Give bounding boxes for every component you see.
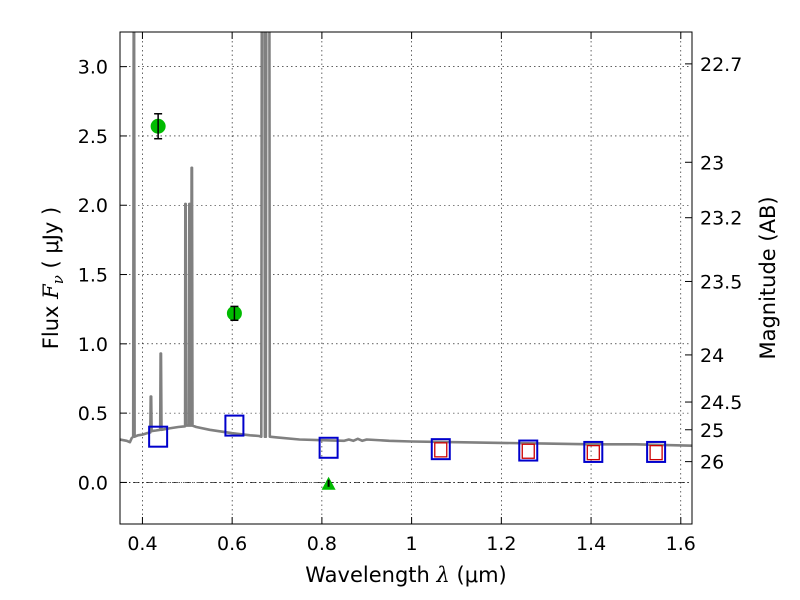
- x-tick-label: 0.6: [217, 533, 247, 555]
- x-tick-label: 0.8: [307, 533, 337, 555]
- y-tick-label: 1.5: [78, 265, 108, 287]
- x-axis-label-text: Wavelength: [305, 563, 430, 587]
- x-tick-label: 1.6: [666, 533, 696, 555]
- ticks: [120, 32, 692, 524]
- x-tick-label: 1.2: [486, 533, 516, 555]
- tick-labels: 0.4 0.6 0.8 1 1.2 1.4 1.6 0.0 0.5 1.0 1.5 2.0 2.5 3.0…: [78, 54, 743, 555]
- y-axis-symbol: F: [39, 283, 63, 300]
- filter-photometry-square: [521, 443, 535, 459]
- filter-photometry-square: [434, 442, 448, 458]
- y-axis-label-text: Flux: [39, 306, 63, 350]
- filter-photometry-square: [586, 444, 600, 461]
- model-photometry-square: [224, 414, 245, 437]
- x-axis-unit: (μm): [457, 563, 507, 587]
- x-tick-label: 1.4: [576, 533, 606, 555]
- model-photometry-square: [646, 440, 667, 463]
- magnitude-tick-label: 25: [700, 420, 724, 442]
- y-tick-label: 2.0: [78, 195, 108, 217]
- y-axis-label: Flux Fν ( μJy ): [39, 207, 67, 349]
- y-tick-label: 0.5: [78, 403, 108, 425]
- model-photometry-square: [518, 439, 539, 462]
- magnitude-tick-label: 26: [700, 452, 724, 474]
- x-tick-label: 0.4: [127, 533, 157, 555]
- model-photometry-square: [148, 425, 169, 448]
- model-photometry-square: [318, 436, 339, 459]
- y-axis-unit: ( μJy ): [39, 207, 63, 269]
- magnitude-tick-label: 24.5: [700, 392, 742, 414]
- model-photometry-square: [430, 438, 451, 461]
- y-tick-label: 2.5: [78, 126, 108, 148]
- magnitude-tick-label: 23.2: [700, 208, 742, 230]
- plot-frame: [119, 31, 693, 525]
- y-tick-label: 0.0: [78, 472, 108, 494]
- magnitude-tick-label: 23: [700, 152, 724, 174]
- y-tick-label: 3.0: [78, 57, 108, 79]
- magnitude-tick-label: 23.5: [700, 271, 742, 293]
- magnitude-tick-label: 24: [700, 345, 724, 367]
- x-axis-symbol: λ: [436, 563, 450, 587]
- filter-photometry-square: [649, 444, 663, 461]
- magnitude-tick-label: 22.7: [700, 54, 742, 76]
- y-axis-right-label: Magnitude (AB): [756, 196, 780, 359]
- y-axis-subscript: ν: [49, 275, 67, 284]
- x-axis-label: Wavelength λ (μm): [305, 563, 506, 587]
- plot-area: [120, 32, 692, 490]
- x-tick-label: 1: [406, 533, 418, 555]
- y-tick-label: 1.0: [78, 334, 108, 356]
- plot-background: [120, 32, 692, 524]
- model-photometry-square: [583, 440, 604, 463]
